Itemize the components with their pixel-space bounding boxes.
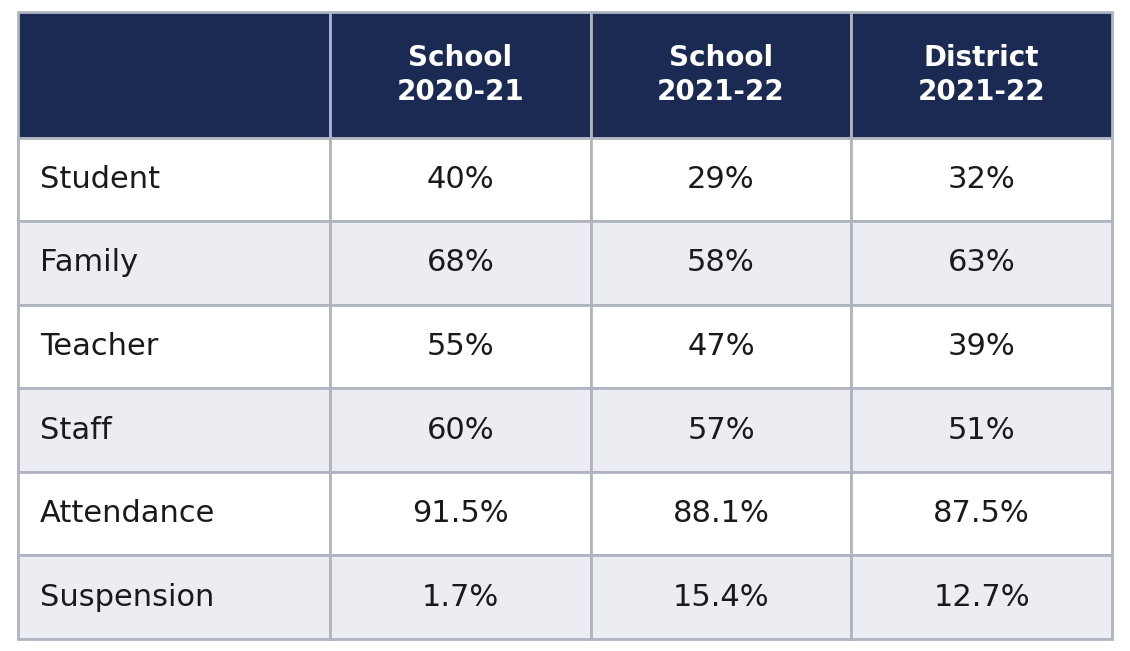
- Bar: [330, 389, 591, 472]
- Text: 40%: 40%: [427, 165, 494, 194]
- Text: 91.5%: 91.5%: [412, 499, 508, 528]
- Bar: [18, 221, 330, 305]
- Bar: [330, 137, 591, 221]
- Text: 57%: 57%: [687, 415, 755, 445]
- Text: 39%: 39%: [948, 332, 1016, 361]
- Text: 1.7%: 1.7%: [421, 583, 499, 612]
- Bar: [18, 12, 330, 137]
- Bar: [851, 12, 1112, 137]
- Bar: [18, 305, 330, 389]
- Bar: [591, 389, 851, 472]
- Bar: [330, 555, 591, 639]
- Bar: [591, 555, 851, 639]
- Bar: [851, 389, 1112, 472]
- Text: School: School: [408, 44, 513, 72]
- Text: School: School: [669, 44, 773, 72]
- Text: 87.5%: 87.5%: [933, 499, 1031, 528]
- Text: 12.7%: 12.7%: [933, 583, 1031, 612]
- Bar: [18, 472, 330, 555]
- Bar: [851, 472, 1112, 555]
- Bar: [18, 389, 330, 472]
- Text: 15.4%: 15.4%: [672, 583, 770, 612]
- Text: 2020-21: 2020-21: [397, 77, 524, 106]
- Bar: [851, 137, 1112, 221]
- Text: Suspension: Suspension: [40, 583, 215, 612]
- Bar: [330, 221, 591, 305]
- Text: 88.1%: 88.1%: [672, 499, 770, 528]
- Text: 68%: 68%: [426, 249, 494, 277]
- Bar: [330, 472, 591, 555]
- Bar: [330, 305, 591, 389]
- Bar: [591, 137, 851, 221]
- Bar: [18, 555, 330, 639]
- Text: 47%: 47%: [687, 332, 755, 361]
- Bar: [330, 12, 591, 137]
- Text: 55%: 55%: [427, 332, 494, 361]
- Text: 60%: 60%: [427, 415, 494, 445]
- Text: 51%: 51%: [948, 415, 1016, 445]
- Bar: [851, 305, 1112, 389]
- Bar: [851, 555, 1112, 639]
- Text: 58%: 58%: [687, 249, 755, 277]
- Text: Teacher: Teacher: [40, 332, 158, 361]
- Bar: [591, 472, 851, 555]
- Text: 2021-22: 2021-22: [918, 77, 1045, 106]
- Text: Family: Family: [40, 249, 138, 277]
- Text: Student: Student: [40, 165, 160, 194]
- Bar: [591, 305, 851, 389]
- Text: 2021-22: 2021-22: [658, 77, 785, 106]
- Bar: [851, 221, 1112, 305]
- Text: Attendance: Attendance: [40, 499, 215, 528]
- Text: 29%: 29%: [687, 165, 755, 194]
- Bar: [591, 12, 851, 137]
- Text: District: District: [924, 44, 1040, 72]
- Bar: [591, 221, 851, 305]
- Bar: [18, 137, 330, 221]
- Text: Staff: Staff: [40, 415, 112, 445]
- Text: 32%: 32%: [948, 165, 1016, 194]
- Text: 63%: 63%: [948, 249, 1016, 277]
